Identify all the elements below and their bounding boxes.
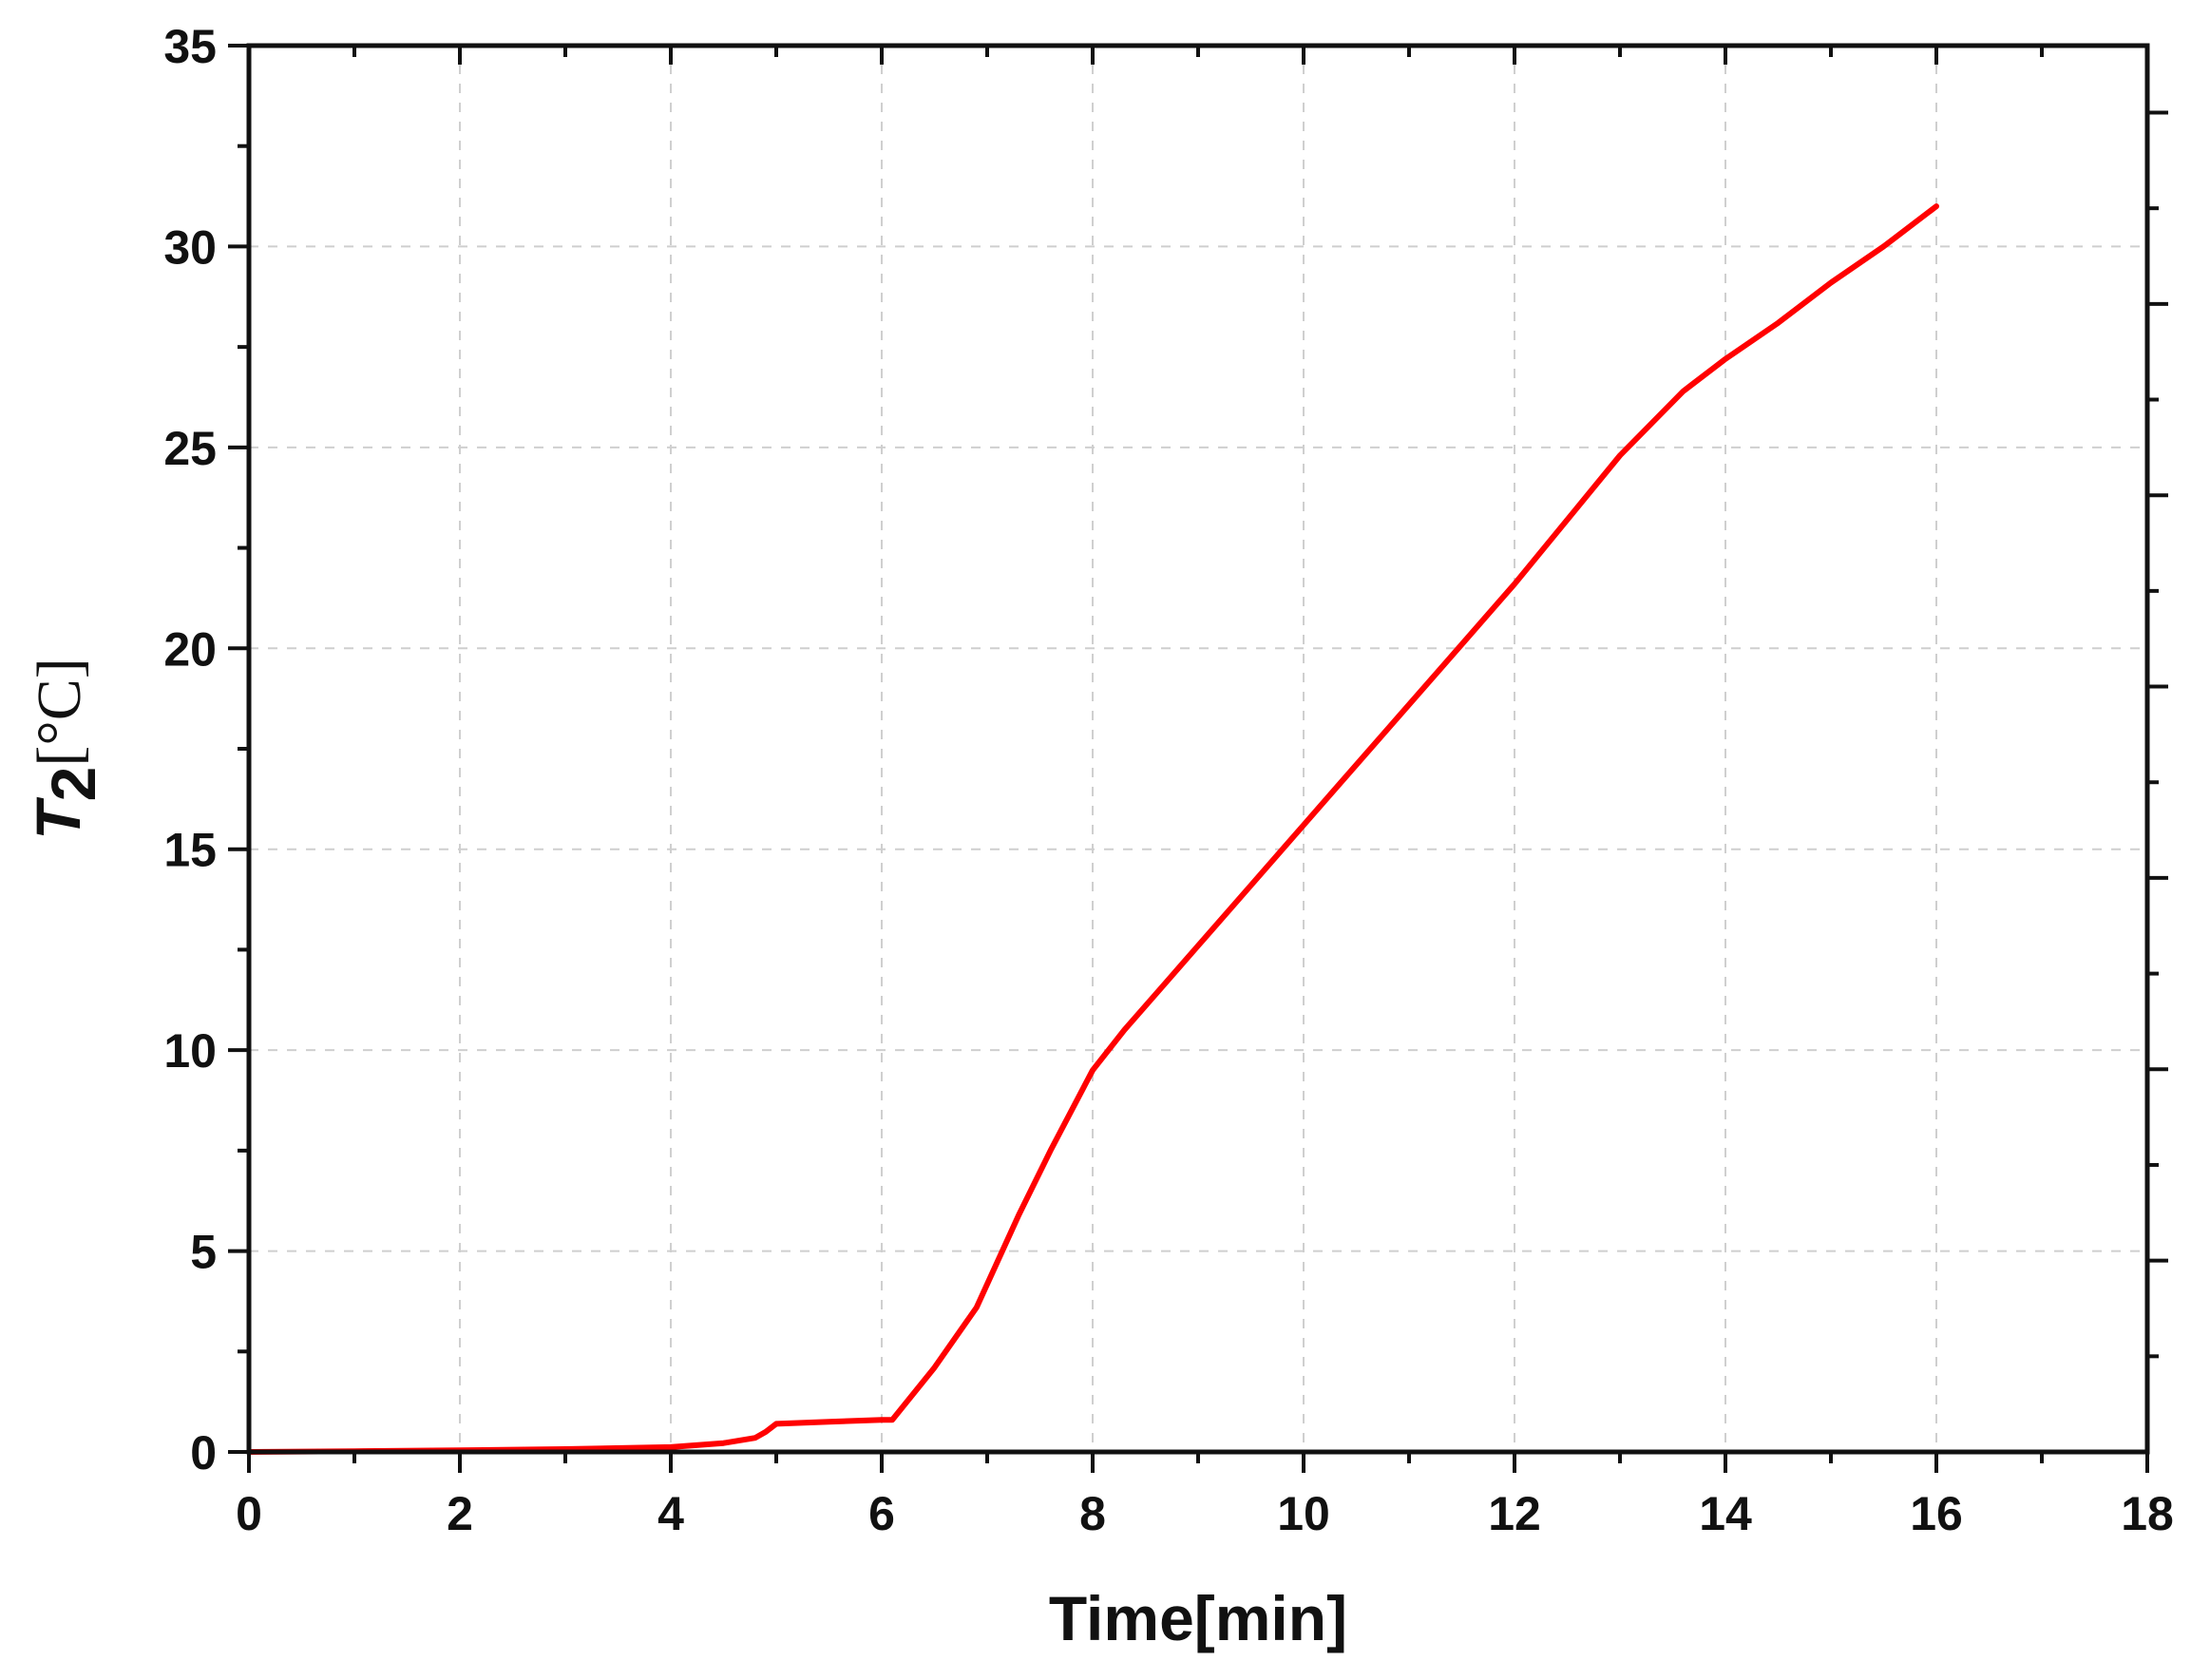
y-tick-label: 0 — [190, 1426, 217, 1480]
series-layer — [246, 203, 1939, 1455]
axis-ticks — [228, 44, 2168, 1473]
x-axis-title: Time[min] — [1049, 1583, 1347, 1653]
x-tick-label: 16 — [1910, 1487, 1963, 1540]
x-tick-label: 6 — [868, 1487, 895, 1540]
y-axis-title: T2[°C] — [23, 658, 108, 839]
x-tick-label: 2 — [447, 1487, 473, 1540]
y-tick-label: 25 — [163, 422, 217, 475]
x-tick-label: 0 — [236, 1487, 262, 1540]
y-tick-label: 30 — [163, 220, 217, 274]
y-axis-subscript: 2 — [38, 767, 108, 802]
series-line — [246, 203, 1939, 1455]
plot-frame — [246, 43, 2150, 1455]
x-tick-label: 10 — [1277, 1487, 1330, 1540]
y-tick-label: 20 — [163, 622, 217, 676]
y-axis-unit: [°C] — [25, 658, 94, 766]
x-tick-labels: 0 2 4 6 8 10 12 14 16 18 — [236, 1487, 2174, 1540]
y-axis-symbol: T — [23, 797, 93, 840]
x-tick-label: 14 — [1699, 1487, 1752, 1540]
grid-lines — [249, 46, 2147, 1452]
y-tick-label: 15 — [163, 824, 217, 877]
x-tick-label: 12 — [1488, 1487, 1541, 1540]
y-tick-labels: 0 5 10 15 20 25 30 35 — [163, 20, 217, 1480]
y-tick-label: 10 — [163, 1024, 217, 1078]
y-tick-label: 35 — [163, 20, 217, 73]
x-tick-label: 8 — [1079, 1487, 1106, 1540]
x-tick-label: 18 — [2121, 1487, 2174, 1540]
x-tick-label: 4 — [657, 1487, 684, 1540]
y-tick-label: 5 — [190, 1226, 217, 1279]
